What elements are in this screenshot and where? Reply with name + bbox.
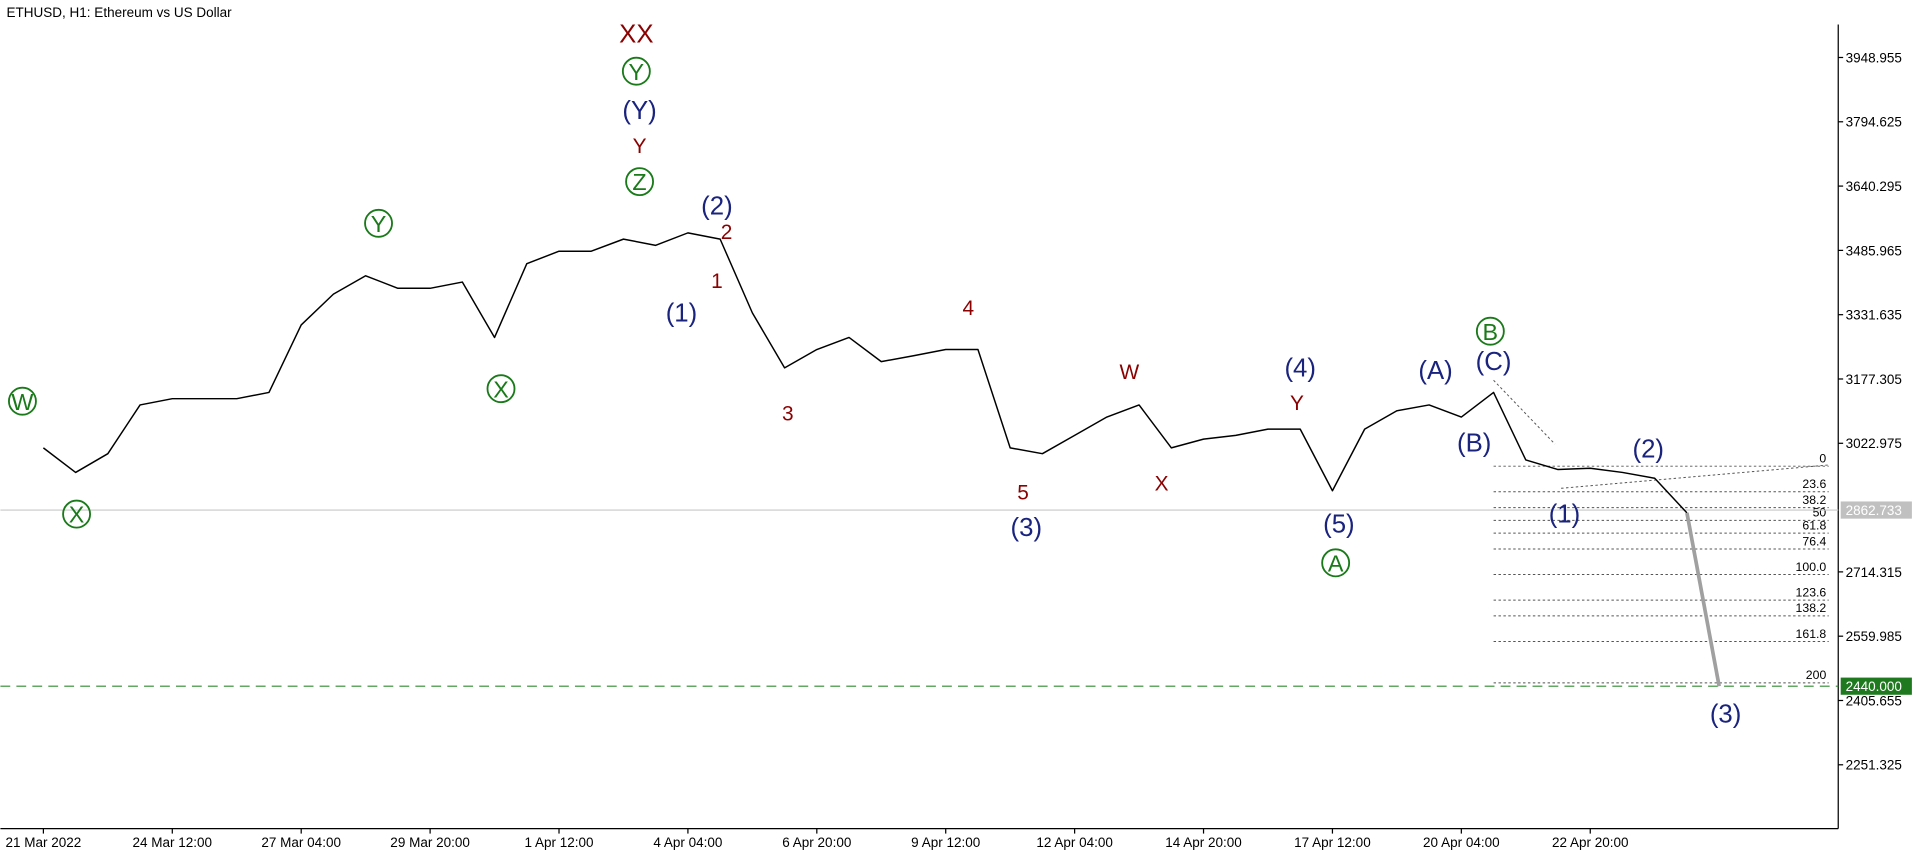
wave-label: 4 xyxy=(962,297,974,320)
fib-label: 100.0 xyxy=(1796,560,1827,574)
x-tick-label: 17 Apr 12:00 xyxy=(1294,835,1371,850)
wave-label: (2) xyxy=(1633,436,1665,464)
x-tick-label: 1 Apr 12:00 xyxy=(524,835,593,850)
fib-label: 138.2 xyxy=(1796,601,1827,615)
fib-label: 61.8 xyxy=(1802,518,1826,532)
wave-label: (Y) xyxy=(622,97,656,125)
wave-label: (3) xyxy=(1011,514,1042,542)
wave-label: (A) xyxy=(1418,357,1452,385)
fib-diagonal xyxy=(1493,379,1556,445)
wave-circle xyxy=(621,56,651,86)
y-tick-label: 3485.965 xyxy=(1846,243,1902,258)
y-tick-label: 3640.295 xyxy=(1846,179,1902,194)
wave-label: Y xyxy=(629,59,645,85)
fib-label: 200 xyxy=(1806,668,1827,682)
target-box xyxy=(1840,677,1912,695)
current-price-box xyxy=(1840,501,1912,519)
forecast-line xyxy=(1685,512,1721,687)
fib-diagonal xyxy=(1561,464,1829,489)
wave-label: (5) xyxy=(1323,510,1355,538)
y-tick-label: 3794.625 xyxy=(1846,115,1902,130)
wave-label: W xyxy=(1120,361,1140,384)
y-tick-label: 2405.655 xyxy=(1846,693,1902,708)
target-label: 2440.000 xyxy=(1846,679,1902,694)
x-tick-label: 20 Apr 04:00 xyxy=(1423,835,1500,850)
x-tick-label: 22 Apr 20:00 xyxy=(1552,835,1629,850)
x-tick-label: 9 Apr 12:00 xyxy=(911,835,980,850)
y-tick-label: 2251.325 xyxy=(1846,758,1902,773)
wave-label: X xyxy=(1155,473,1169,496)
wave-label: W xyxy=(11,389,33,415)
x-tick-label: 12 Apr 04:00 xyxy=(1036,835,1113,850)
current-price-label: 2862.733 xyxy=(1846,503,1902,518)
y-tick-label: 3177.305 xyxy=(1846,372,1902,387)
wave-label: 2 xyxy=(721,221,733,244)
wave-circle xyxy=(8,386,37,416)
wave-label: (1) xyxy=(666,299,698,327)
wave-circle xyxy=(625,167,654,197)
y-tick-label: 2714.315 xyxy=(1846,565,1902,580)
x-tick-label: 27 Mar 04:00 xyxy=(261,835,341,850)
wave-label: B xyxy=(1483,319,1499,345)
fib-label: 38.2 xyxy=(1802,493,1826,507)
fib-label: 123.6 xyxy=(1796,585,1827,599)
x-tick-label: 4 Apr 04:00 xyxy=(653,835,722,850)
y-tick-label: 3331.635 xyxy=(1846,308,1902,323)
wave-label: 1 xyxy=(711,270,723,293)
wave-label: Z xyxy=(632,169,646,195)
fib-label: 50 xyxy=(1813,506,1827,520)
wave-label: (B) xyxy=(1457,429,1491,457)
wave-label: Y xyxy=(633,135,647,158)
x-tick-label: 14 Apr 20:00 xyxy=(1165,835,1242,850)
fib-label: 76.4 xyxy=(1802,534,1826,548)
wave-circle xyxy=(364,208,393,238)
wave-label: Y xyxy=(1290,392,1304,415)
wave-label: 3 xyxy=(782,403,794,426)
wave-label: X xyxy=(69,502,85,528)
wave-label: XX xyxy=(619,21,653,49)
wave-label: Y xyxy=(371,211,387,237)
y-tick-label: 2559.985 xyxy=(1846,629,1902,644)
wave-label: 5 xyxy=(1017,481,1029,504)
wave-label: (1) xyxy=(1549,501,1580,529)
y-tick-label: 3022.975 xyxy=(1846,436,1902,451)
wave-label: (3) xyxy=(1710,701,1742,729)
wave-label: (C) xyxy=(1476,348,1512,376)
wave-circle xyxy=(1475,316,1505,346)
x-tick-label: 6 Apr 20:00 xyxy=(782,835,851,850)
chart-title: ETHUSD, H1: Ethereum vs US Dollar xyxy=(7,5,233,20)
wave-label: (2) xyxy=(701,192,733,220)
x-tick-label: 21 Mar 2022 xyxy=(5,835,81,850)
x-tick-label: 24 Mar 12:00 xyxy=(133,835,213,850)
x-tick-label: 29 Mar 20:00 xyxy=(390,835,470,850)
wave-label: X xyxy=(493,376,509,402)
wave-label: A xyxy=(1328,550,1344,576)
fib-label: 161.8 xyxy=(1796,627,1827,641)
wave-circle xyxy=(1321,548,1351,578)
wave-label: (4) xyxy=(1284,354,1316,382)
fib-label: 23.6 xyxy=(1802,477,1826,491)
fib-label: 0 xyxy=(1819,452,1826,466)
y-tick-label: 3948.955 xyxy=(1846,50,1902,65)
wave-circle xyxy=(62,499,92,529)
wave-circle xyxy=(486,374,516,404)
price-line xyxy=(42,232,1688,514)
